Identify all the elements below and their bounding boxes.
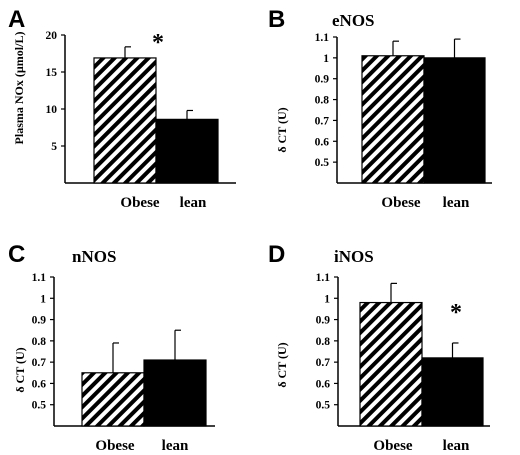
y-tick-label: 0.5 <box>32 400 47 412</box>
bar-lean <box>421 357 484 427</box>
y-axis-label: δ CT (U) <box>13 347 27 392</box>
x-category-label: lean <box>180 195 207 211</box>
x-category-label: Obese <box>120 195 160 211</box>
y-tick-label: 1.1 <box>315 32 330 44</box>
y-tick-label: 0.6 <box>32 378 47 390</box>
y-tick-label: 1 <box>323 53 329 65</box>
y-tick-label: 0.9 <box>32 315 47 327</box>
y-tick-label: 15 <box>46 67 58 79</box>
panel-title: nNOS <box>72 247 116 266</box>
panel-title: eNOS <box>332 11 375 30</box>
y-tick-label: 0.5 <box>316 400 331 412</box>
x-category-label: lean <box>443 195 470 211</box>
x-category-label: lean <box>443 438 470 454</box>
y-tick-label: 0.8 <box>316 336 331 348</box>
bar-lean <box>155 118 219 184</box>
y-tick-label: 5 <box>51 141 57 153</box>
bar-obese <box>359 301 423 427</box>
y-tick-label: 0.9 <box>315 74 330 86</box>
y-tick-label: 0.7 <box>32 357 47 369</box>
panel-label: B <box>268 6 285 33</box>
y-axis-label: Plasma NOx (µmol/L) <box>12 32 26 145</box>
y-tick-label: 0.8 <box>32 336 47 348</box>
x-category-label: Obese <box>373 438 413 454</box>
significance-marker: * <box>152 30 164 56</box>
y-tick-label: 1 <box>324 293 330 305</box>
y-axis-label: δ CT (U) <box>275 107 289 152</box>
bar-obese <box>93 57 157 184</box>
significance-marker: * <box>450 300 462 326</box>
x-category-label: lean <box>162 438 189 454</box>
bar-lean <box>423 57 486 184</box>
panel-label: A <box>8 6 25 33</box>
y-axis-label: δ CT (U) <box>275 342 289 387</box>
bar-lean <box>143 359 207 427</box>
y-tick-label: 1.1 <box>316 272 331 284</box>
y-tick-label: 1.1 <box>32 272 47 284</box>
y-tick-label: 0.5 <box>315 157 330 169</box>
y-tick-label: 10 <box>46 104 58 116</box>
bar-obese <box>81 372 145 427</box>
x-category-label: Obese <box>95 438 135 454</box>
y-tick-label: 20 <box>46 30 58 42</box>
panel-label: C <box>8 241 25 268</box>
y-tick-label: 0.8 <box>315 95 330 107</box>
y-tick-label: 0.7 <box>316 357 331 369</box>
y-tick-label: 0.9 <box>316 315 331 327</box>
y-tick-label: 1 <box>40 293 46 305</box>
x-category-label: Obese <box>381 195 421 211</box>
y-tick-label: 0.6 <box>315 136 330 148</box>
panel-label: D <box>268 241 285 268</box>
bar-obese <box>361 55 425 184</box>
y-tick-label: 0.7 <box>315 115 330 127</box>
y-tick-label: 0.6 <box>316 378 331 390</box>
panel-title: iNOS <box>334 247 374 266</box>
